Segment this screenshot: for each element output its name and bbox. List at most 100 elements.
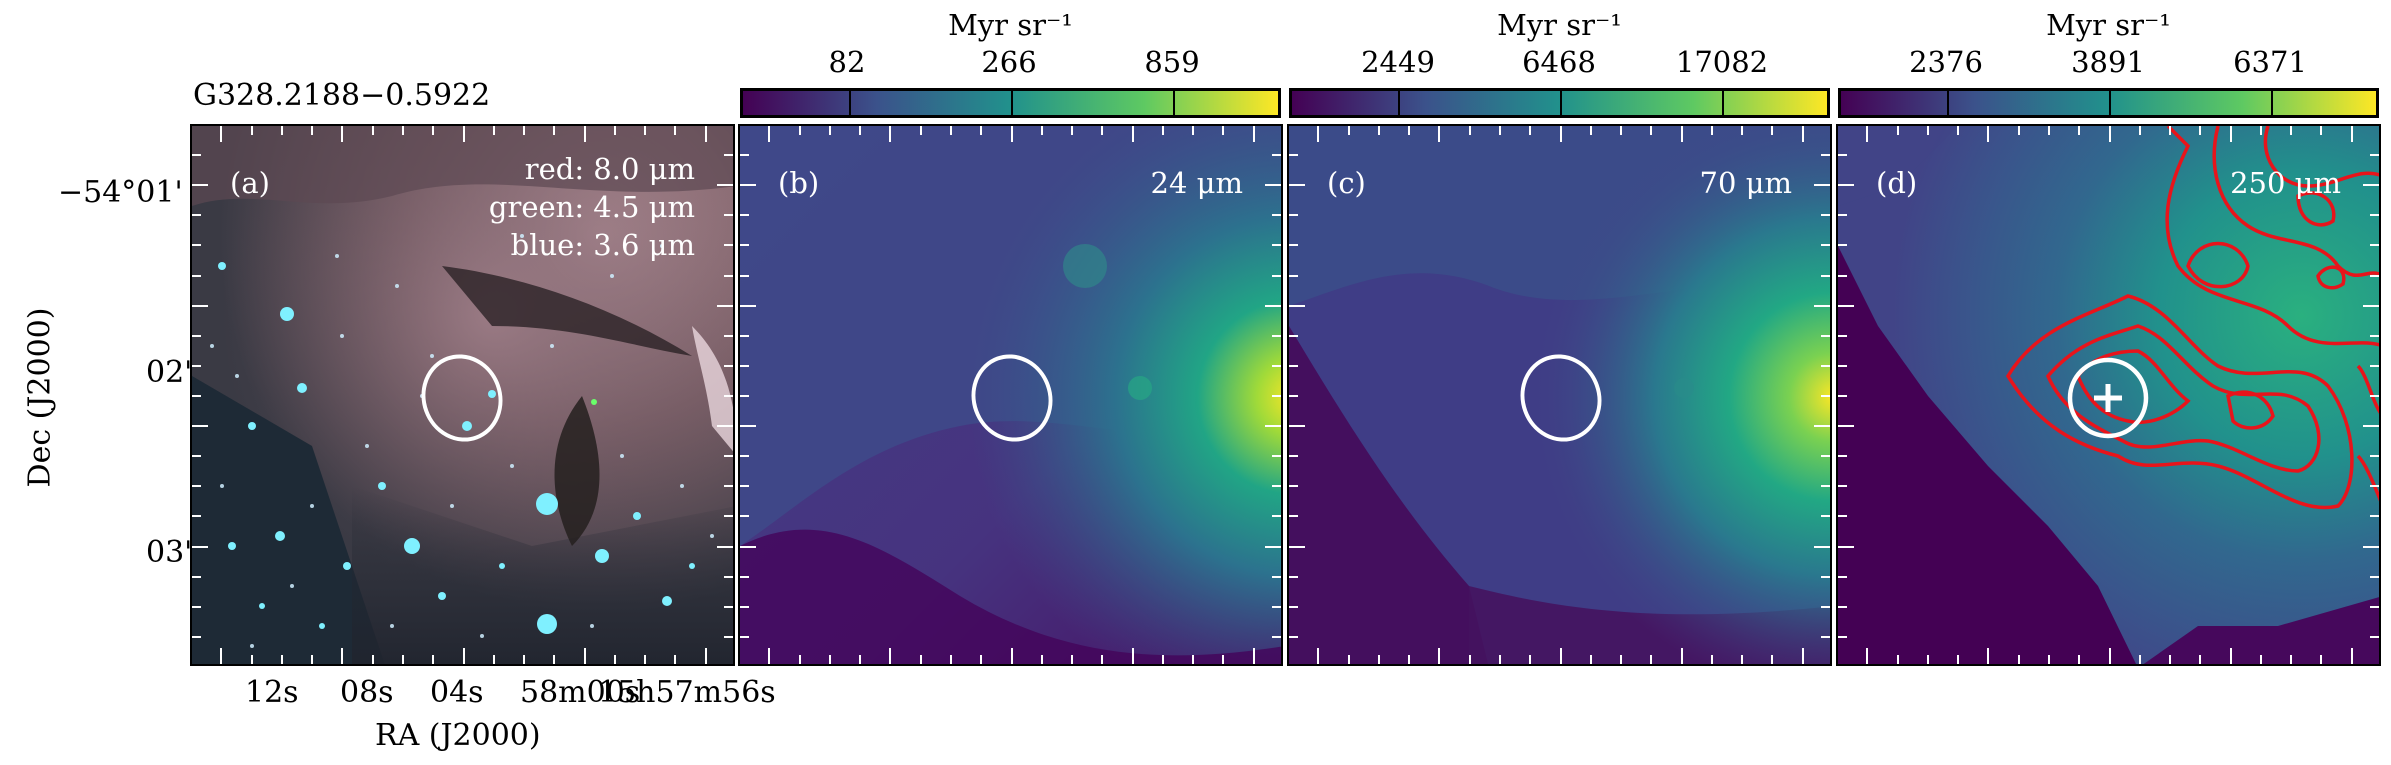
tick-mark <box>1814 304 1830 307</box>
tick-mark <box>717 545 733 548</box>
tick-mark <box>192 364 201 367</box>
tick-mark <box>1866 648 1869 664</box>
colorbar-d-tick-3: 6371 <box>2233 45 2307 79</box>
tick-mark <box>980 655 983 664</box>
x-tick-label-1: 12s <box>245 675 299 710</box>
tick-mark <box>1010 126 1013 142</box>
tick-mark <box>192 545 208 548</box>
tick-mark <box>1289 575 1298 578</box>
colorbar-b-tick-3: 859 <box>1144 45 1200 79</box>
tick-mark <box>2169 126 2172 135</box>
panel-c-70um-image: (c) 70 μm <box>1287 124 1832 666</box>
tick-mark <box>724 635 733 638</box>
tick-mark <box>1222 655 1225 664</box>
tick-mark <box>2259 126 2262 135</box>
tick-mark <box>1801 126 1804 142</box>
colorbar-b-title: Myr sr⁻¹ <box>948 8 1073 42</box>
tick-mark <box>644 126 647 135</box>
tick-mark <box>1771 655 1774 664</box>
tick-mark <box>1896 655 1899 664</box>
tick-mark <box>1838 154 1847 157</box>
tick-mark <box>2290 655 2293 664</box>
tick-mark <box>1272 515 1281 518</box>
y-tick-label-1: −54°01' <box>58 175 183 210</box>
tick-mark <box>192 214 201 217</box>
tick-mark <box>1650 126 1653 135</box>
tick-mark <box>828 126 831 135</box>
tick-mark <box>1272 334 1281 337</box>
tick-mark <box>1741 655 1744 664</box>
tick-mark <box>1821 244 1830 247</box>
colorbar-d-gradient <box>1838 88 2379 118</box>
x-tick-label-5: 15h57m56s <box>598 675 776 710</box>
tick-mark <box>949 126 952 135</box>
tick-mark <box>1317 126 1320 142</box>
tick-mark <box>1192 655 1195 664</box>
tick-mark <box>740 455 749 458</box>
tick-mark <box>553 126 556 135</box>
tick-mark <box>192 334 201 337</box>
colorbar-c-tick-2: 6468 <box>1522 45 1596 79</box>
tick-mark <box>1821 274 1830 277</box>
tick-mark <box>2199 655 2202 664</box>
tick-mark <box>280 655 283 664</box>
tick-mark <box>1377 655 1380 664</box>
tick-mark <box>1192 126 1195 135</box>
tick-mark <box>2363 304 2379 307</box>
tick-mark <box>1620 655 1623 664</box>
tick-mark <box>1814 545 1830 548</box>
tick-mark <box>1272 605 1281 608</box>
colorbar-c-gradient <box>1289 88 1830 118</box>
tick-mark <box>1957 126 1960 135</box>
tick-mark <box>1408 126 1411 135</box>
tick-mark <box>192 154 201 157</box>
tick-mark <box>1289 635 1298 638</box>
tick-mark <box>740 545 756 548</box>
tick-mark <box>1821 334 1830 337</box>
tick-mark <box>1272 154 1281 157</box>
tick-mark <box>1161 655 1164 664</box>
tick-mark <box>704 126 707 142</box>
tick-mark <box>2108 648 2111 664</box>
tick-mark <box>724 364 733 367</box>
tick-mark <box>2363 425 2379 428</box>
tick-mark <box>462 126 465 142</box>
tick-mark <box>1438 126 1441 142</box>
tick-mark <box>740 485 749 488</box>
y-axis-label: Dec (J2000) <box>22 307 58 488</box>
colorbar-c-tick-1: 2449 <box>1361 45 1435 79</box>
tick-mark <box>1866 126 1869 142</box>
tick-mark <box>280 126 283 135</box>
tick-mark <box>220 648 223 664</box>
tick-mark <box>717 184 733 187</box>
colorbar-c-title: Myr sr⁻¹ <box>1497 8 1622 42</box>
tick-mark <box>740 274 749 277</box>
tick-mark <box>1801 648 1804 664</box>
tick-mark <box>1252 126 1255 142</box>
tick-mark <box>192 304 208 307</box>
tick-mark <box>1131 126 1134 142</box>
tick-mark <box>724 485 733 488</box>
tick-mark <box>740 154 749 157</box>
tick-mark <box>1987 648 1990 664</box>
tick-mark <box>1821 575 1830 578</box>
tick-mark <box>341 648 344 664</box>
panel-d-250um-image: (d) 250 μm <box>1836 124 2381 666</box>
tick-mark <box>492 126 495 135</box>
panel-c-wavelength: 70 μm <box>1699 166 1792 200</box>
tick-mark <box>583 126 586 142</box>
tick-mark <box>2169 655 2172 664</box>
tick-mark <box>2259 655 2262 664</box>
tick-mark <box>1272 244 1281 247</box>
tick-mark <box>768 126 771 142</box>
tick-mark <box>1347 126 1350 135</box>
tick-mark <box>1821 605 1830 608</box>
colorbar-b-gradient <box>740 88 1281 118</box>
tick-mark <box>1650 655 1653 664</box>
tick-mark <box>740 515 749 518</box>
colorbar-b-tick-2: 266 <box>981 45 1037 79</box>
tick-mark <box>2320 655 2323 664</box>
tick-mark <box>1838 364 1847 367</box>
tick-mark <box>1101 655 1104 664</box>
tick-mark <box>553 655 556 664</box>
